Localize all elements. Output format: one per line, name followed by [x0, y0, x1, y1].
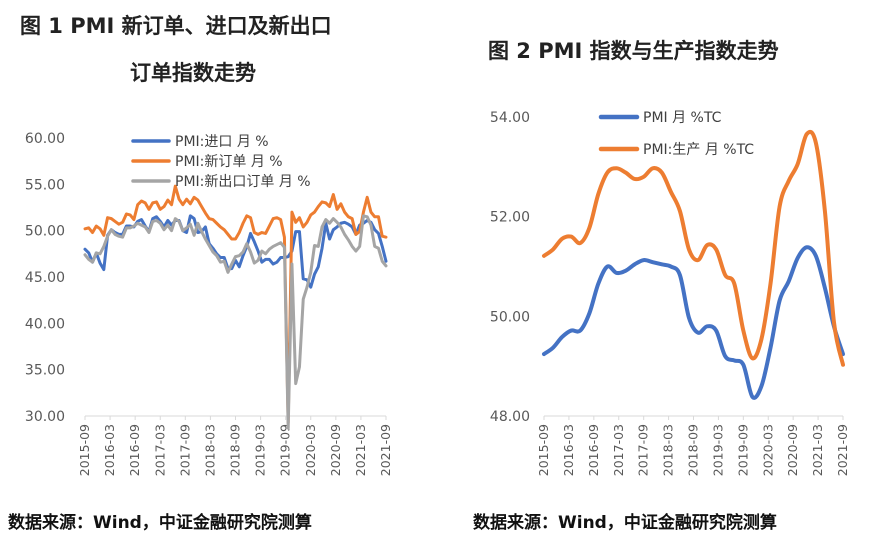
left-x-tick-label: 2019-03 — [253, 424, 268, 476]
left-x-tick-label: 2017-03 — [152, 424, 167, 476]
right-x-tick-label: 2018-09 — [686, 424, 701, 476]
right-x-tick-label: 2020-03 — [760, 424, 775, 476]
right-y-tick-label: 48.00 — [490, 409, 530, 425]
left-y-tick-label: 35.00 — [25, 363, 65, 379]
right-line-chart: 48.00 50.00 52.00 54.00 2015-09 2016-03 2016-0… — [490, 110, 850, 476]
left-y-tick-label: 30.00 — [25, 409, 65, 425]
right-chart-title: 图 2 PMI 指数与生产指数走势 — [488, 39, 779, 63]
left-x-tick-label: 2021-09 — [378, 424, 393, 476]
right-x-tick-label: 2017-03 — [611, 424, 626, 476]
right-legend-label-2: PMI:生产 月 %TC — [643, 142, 754, 158]
left-x-tick-label: 2016-03 — [102, 424, 117, 476]
left-series-line-2 — [83, 184, 388, 424]
left-x-tick-label: 2019-09 — [278, 424, 293, 476]
right-series-line-1 — [542, 245, 845, 400]
right-legend-label-1: PMI 月 %TC — [643, 110, 722, 126]
left-legend-label-1: PMI:进口 月 % — [175, 134, 269, 150]
right-x-tick-label: 2015-09 — [536, 424, 551, 476]
left-x-tick-label: 2015-09 — [77, 424, 92, 476]
right-x-tick-label: 2018-03 — [661, 424, 676, 476]
right-x-tick-label: 2020-09 — [785, 424, 800, 476]
left-chart-title-line2: 订单指数走势 — [130, 61, 256, 85]
right-y-tick-label: 50.00 — [490, 309, 530, 325]
right-x-tick-label: 2019-03 — [710, 424, 725, 476]
right-x-tick-label: 2016-03 — [561, 424, 576, 476]
left-y-tick-label: 55.00 — [25, 177, 65, 193]
right-x-tick-label: 2021-03 — [810, 424, 825, 476]
left-y-tick-label: 60.00 — [25, 131, 65, 147]
left-y-tick-label: 45.00 — [25, 270, 65, 286]
left-x-tick-label: 2016-09 — [127, 424, 142, 476]
right-x-tick-label: 2021-09 — [835, 424, 850, 476]
right-y-tick-label: 52.00 — [490, 210, 530, 226]
left-x-tick-label: 2017-09 — [177, 424, 192, 476]
right-y-tick-label: 54.00 — [490, 110, 530, 126]
left-chart-title-line1: 图 1 PMI 新订单、进口及新出口 — [20, 14, 332, 38]
left-x-tick-label: 2020-09 — [328, 424, 343, 476]
left-x-tick-label: 2021-03 — [353, 424, 368, 476]
right-x-tick-label: 2019-09 — [735, 424, 750, 476]
left-legend-label-3: PMI:新出口订单 月 % — [175, 174, 311, 190]
right-x-tick-label: 2017-09 — [636, 424, 651, 476]
left-x-tick-label: 2018-03 — [202, 424, 217, 476]
right-source-note: 数据来源：Wind，中证金融研究院测算 — [473, 513, 777, 533]
left-y-tick-label: 50.00 — [25, 224, 65, 240]
left-y-tick-label: 40.00 — [25, 316, 65, 332]
left-x-tick-label: 2018-09 — [228, 424, 243, 476]
right-x-tick-label: 2016-09 — [586, 424, 601, 476]
left-legend-label-2: PMI:新订单 月 % — [175, 154, 283, 170]
right-series-line-2 — [542, 129, 845, 367]
left-line-chart: 30.00 35.00 40.00 45.00 50.00 55.00 60.00 2015-… — [25, 131, 393, 476]
left-source-note: 数据来源：Wind，中证金融研究院测算 — [8, 513, 312, 533]
left-x-tick-label: 2020-03 — [303, 424, 318, 476]
left-series-line-3 — [83, 214, 388, 430]
